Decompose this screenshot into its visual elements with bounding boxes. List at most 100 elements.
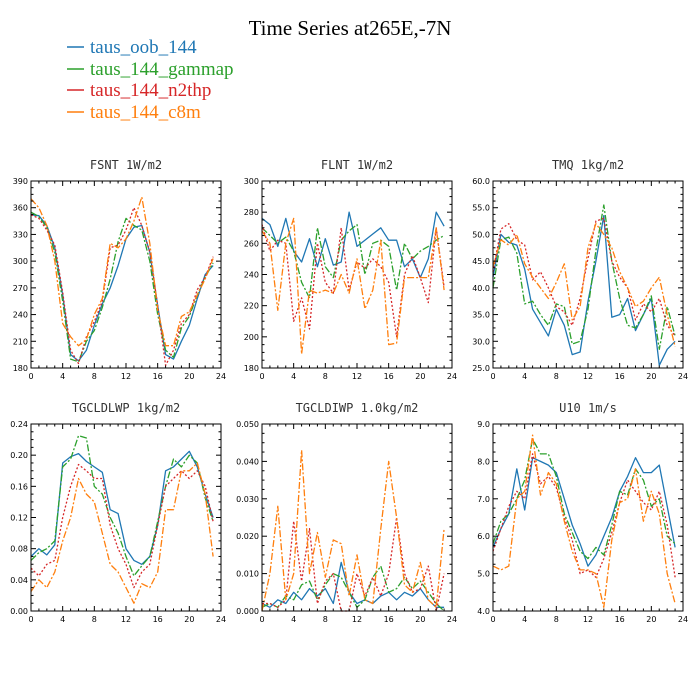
series-line-5-2 [492,453,676,578]
chart-panel-5: U10 1m/s 0 4 8 12 16 20 24 4.0 5.0 6.0 7.0 8.0 9.0 [477,401,688,624]
plot-frame-1 [261,180,453,369]
y-tick-label-3-0: 0.00 [10,607,28,616]
y-tick-label-0-3: 270 [13,284,28,293]
y-tick-label-3-3: 0.12 [10,514,28,523]
x-tick-label-3-6: 24 [216,615,226,624]
y-tick-label-3-2: 0.08 [10,545,28,554]
x-tick-label-0-1: 4 [60,372,65,381]
y-tick-label-2-0: 25.0 [472,364,490,373]
series-line-4-0 [261,561,445,608]
y-tick-label-5-2: 6.0 [477,532,490,541]
x-tick-label-4-6: 24 [447,615,457,624]
y-tick-label-0-5: 330 [13,230,28,239]
x-tick-label-5-2: 8 [554,615,559,624]
x-tick-label-1-0: 0 [259,372,264,381]
x-tick-label-3-1: 4 [60,615,65,624]
x-tick-label-4-1: 4 [291,615,296,624]
plot-frame-5 [492,423,684,612]
chart-panel-4: TGCLDIWP 1.0kg/m2 0 4 8 12 16 20 24 0.000 0.010 0.… [236,401,457,624]
y-tick-label-1-5: 280 [244,208,259,217]
series-line-5-0 [492,457,676,567]
y-tick-label-4-1: 0.010 [236,570,259,579]
series-line-2-2 [492,217,676,337]
x-tick-label-3-2: 8 [92,615,97,624]
x-tick-label-3-0: 0 [28,615,33,624]
x-tick-label-4-0: 0 [259,615,264,624]
y-tick-label-1-4: 260 [244,239,259,248]
legend-item-0: taus_oob_144 [67,37,197,58]
x-tick-label-2-2: 8 [554,372,559,381]
y-tick-label-5-5: 9.0 [477,420,490,429]
chart-panel-2: TMQ 1kg/m2 0 4 8 12 16 20 24 25.0 30.0 35.0 40.0 45.… [472,158,688,381]
series-line-3-0 [30,450,214,565]
chart-panel-3: TGCLDLWP 1kg/m2 0 4 8 12 16 20 24 0.00 0.04 0.08 0.… [10,401,226,624]
panel-title-4: TGCLDIWP 1.0kg/m2 [296,401,419,415]
legend: taus_oob_144 taus_144_gammap taus_144_n2… [67,37,234,123]
series-line-3-2 [30,463,214,589]
legend-label-3: taus_144_c8m [90,102,201,123]
chart-panel-0: FSNT 1W/m2 0 4 8 12 16 20 24 180 210 240 270 300 330 3… [13,158,226,381]
panel-title-5: U10 1m/s [559,401,617,415]
x-tick-label-0-2: 8 [92,372,97,381]
y-tick-label-5-4: 8.0 [477,457,490,466]
y-tick-label-2-3: 40.0 [472,284,490,293]
x-tick-label-1-3: 12 [352,372,362,381]
x-tick-label-4-5: 20 [415,615,425,624]
y-tick-label-2-7: 60.0 [472,177,490,186]
x-tick-label-0-0: 0 [28,372,33,381]
x-tick-label-1-5: 20 [415,372,425,381]
x-tick-label-0-3: 12 [121,372,131,381]
y-tick-label-0-6: 360 [13,204,28,213]
y-tick-label-5-0: 4.0 [477,607,490,616]
y-tick-label-1-0: 180 [244,364,259,373]
x-tick-label-0-5: 20 [184,372,194,381]
x-tick-label-2-6: 24 [678,372,688,381]
series-line-5-3 [492,434,676,608]
y-tick-label-5-3: 7.0 [477,495,490,504]
y-tick-label-1-2: 220 [244,302,259,311]
x-tick-label-5-3: 12 [583,615,593,624]
plot-frame-3 [30,423,222,612]
x-tick-label-5-0: 0 [490,615,495,624]
series-line-2-0 [492,215,676,366]
y-tick-label-1-6: 300 [244,177,259,186]
legend-item-2: taus_144_n2thp [67,80,211,101]
x-tick-label-3-3: 12 [121,615,131,624]
y-tick-label-1-1: 200 [244,333,259,342]
x-tick-label-0-6: 24 [216,372,226,381]
figure-title: Time Series at265E,-7N [249,16,452,40]
legend-item-3: taus_144_c8m [67,102,201,123]
series-line-4-3 [261,449,445,612]
series-line-1-0 [261,211,445,279]
series-line-0-1 [30,211,214,363]
x-tick-label-1-2: 8 [323,372,328,381]
y-tick-label-4-5: 0.050 [236,420,259,429]
x-tick-label-2-5: 20 [646,372,656,381]
y-tick-label-3-1: 0.04 [10,576,28,585]
x-tick-label-2-3: 12 [583,372,593,381]
legend-label-2: taus_144_n2thp [90,80,211,101]
legend-label-0: taus_oob_144 [90,37,197,58]
x-tick-label-2-4: 16 [615,372,625,381]
x-tick-label-3-5: 20 [184,615,194,624]
panel-title-3: TGCLDLWP 1kg/m2 [72,401,180,415]
series-line-0-0 [30,214,214,362]
legend-label-1: taus_144_gammap [90,59,234,80]
y-tick-label-4-2: 0.020 [236,532,259,541]
series-line-5-1 [492,438,676,560]
series-line-3-3 [30,462,214,604]
x-tick-label-5-1: 4 [522,615,527,624]
panel-title-1: FLNT 1W/m2 [321,158,393,172]
y-tick-label-3-5: 0.20 [10,451,28,460]
panel-title-2: TMQ 1kg/m2 [552,158,624,172]
x-tick-label-1-4: 16 [384,372,394,381]
y-tick-label-0-4: 300 [13,257,28,266]
x-tick-label-1-6: 24 [447,372,457,381]
x-tick-label-5-5: 20 [646,615,656,624]
panels: FSNT 1W/m20 4 8 12 16 20 241802102402703003303… [10,158,688,624]
series-line-2-1 [492,204,676,350]
x-tick-label-5-4: 16 [615,615,625,624]
legend-item-1: taus_144_gammap [67,59,234,80]
y-tick-label-2-6: 55.0 [472,204,490,213]
chart-panel-1: FLNT 1W/m2 0 4 8 12 16 20 24 180 200 220 240 260 280 3… [244,158,457,381]
